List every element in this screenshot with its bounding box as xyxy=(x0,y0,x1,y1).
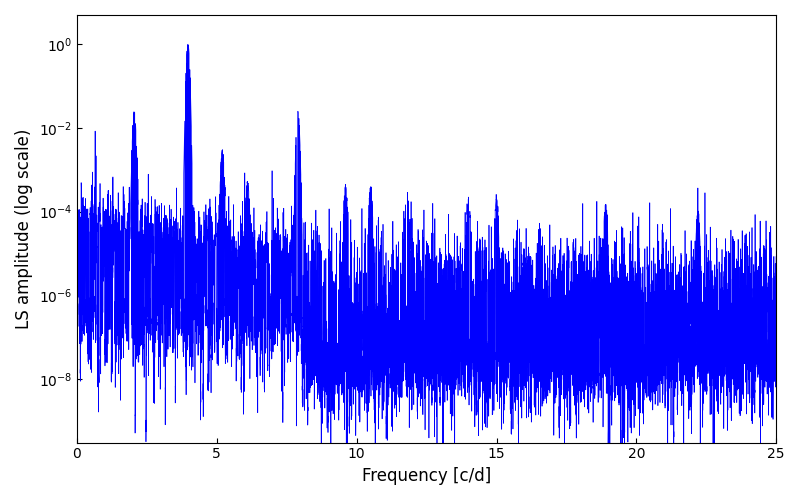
Y-axis label: LS amplitude (log scale): LS amplitude (log scale) xyxy=(15,128,33,329)
X-axis label: Frequency [c/d]: Frequency [c/d] xyxy=(362,467,491,485)
